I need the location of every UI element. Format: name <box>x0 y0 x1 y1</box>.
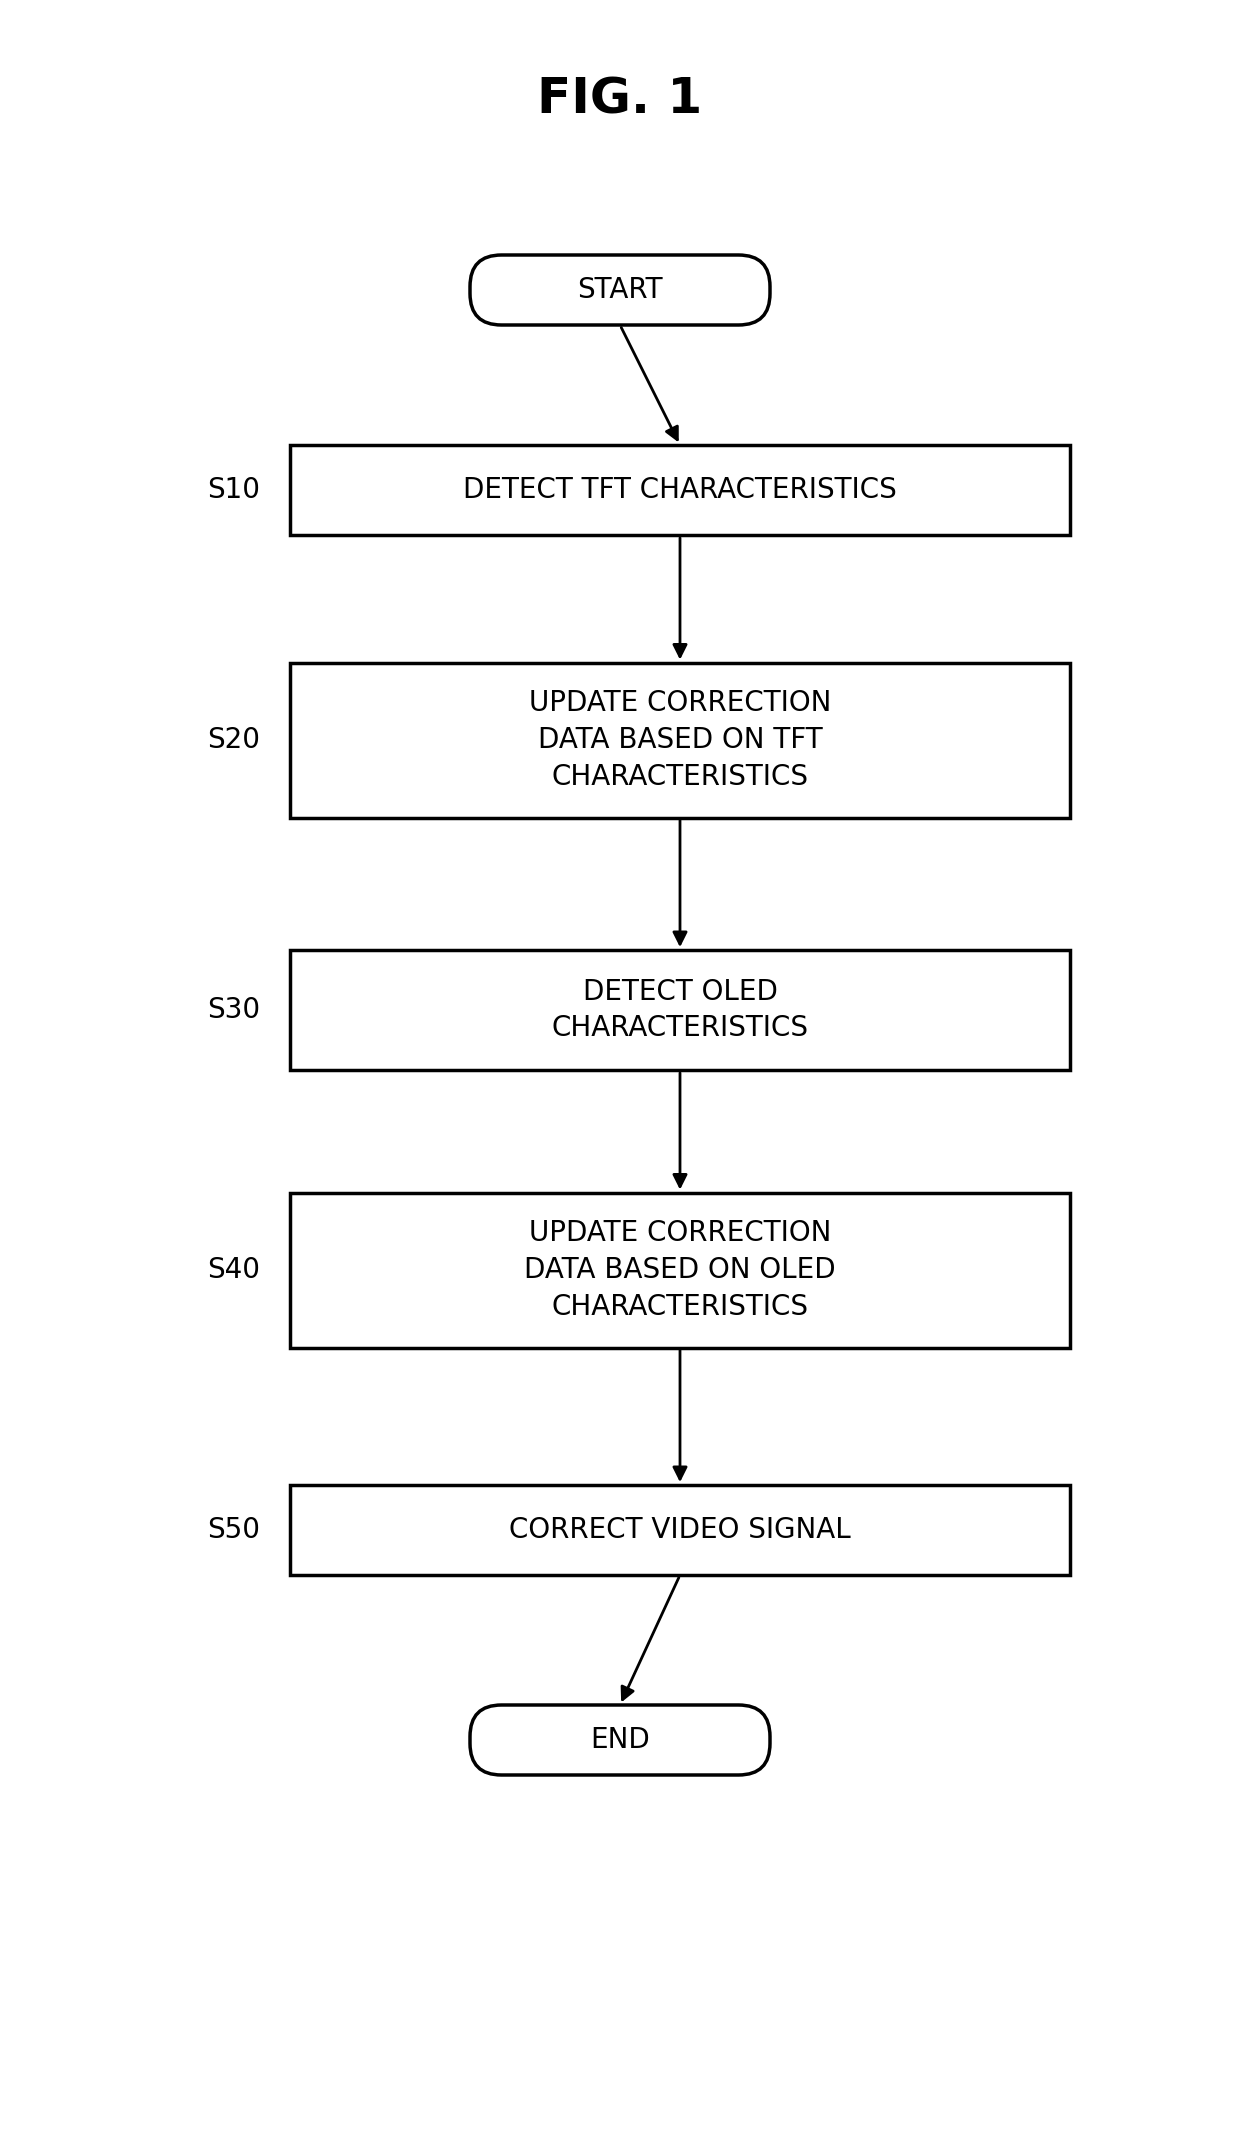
FancyBboxPatch shape <box>470 1704 770 1775</box>
Bar <box>290 1193 1070 1347</box>
Bar <box>290 445 1070 534</box>
Text: S20: S20 <box>207 727 260 755</box>
Text: S50: S50 <box>207 1516 260 1544</box>
Bar <box>290 1486 1070 1576</box>
Text: S30: S30 <box>207 996 260 1024</box>
Text: FIG. 1: FIG. 1 <box>537 77 703 124</box>
Bar <box>290 949 1070 1069</box>
Text: UPDATE CORRECTION
DATA BASED ON OLED
CHARACTERISTICS: UPDATE CORRECTION DATA BASED ON OLED CHA… <box>525 1219 836 1321</box>
Bar <box>290 663 1070 817</box>
Text: DETECT TFT CHARACTERISTICS: DETECT TFT CHARACTERISTICS <box>463 477 897 505</box>
Text: CORRECT VIDEO SIGNAL: CORRECT VIDEO SIGNAL <box>510 1516 851 1544</box>
Text: UPDATE CORRECTION
DATA BASED ON TFT
CHARACTERISTICS: UPDATE CORRECTION DATA BASED ON TFT CHAR… <box>528 688 831 791</box>
Text: END: END <box>590 1725 650 1753</box>
Text: S10: S10 <box>207 477 260 505</box>
Text: START: START <box>578 276 662 304</box>
FancyBboxPatch shape <box>470 254 770 325</box>
Text: DETECT OLED
CHARACTERISTICS: DETECT OLED CHARACTERISTICS <box>552 977 808 1043</box>
Text: S40: S40 <box>207 1255 260 1285</box>
